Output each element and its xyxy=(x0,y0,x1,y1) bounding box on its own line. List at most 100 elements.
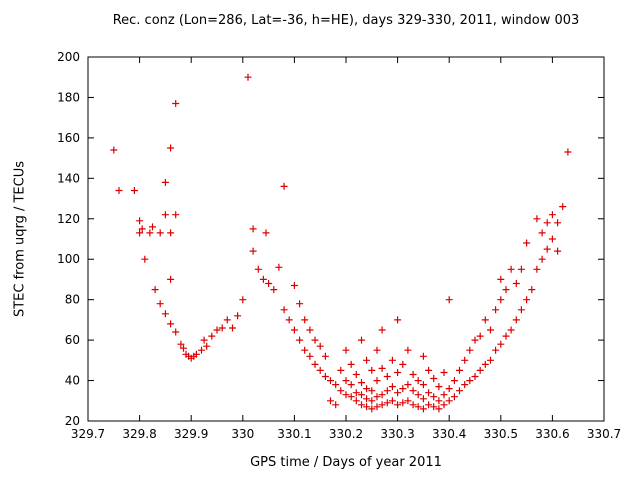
scatter-point-marker xyxy=(538,229,546,237)
scatter-point-marker xyxy=(404,381,412,389)
scatter-point-marker xyxy=(259,275,267,283)
scatter-point-marker xyxy=(352,371,360,378)
scatter-point-marker xyxy=(517,306,525,314)
scatter-point-marker xyxy=(445,385,453,393)
scatter-point-marker xyxy=(352,389,360,397)
scatter-point-marker xyxy=(456,366,463,374)
scatter-point-marker xyxy=(280,182,288,190)
scatter-point-marker xyxy=(358,379,365,387)
scatter-point-marker xyxy=(327,397,334,405)
scatter-point-marker xyxy=(466,346,474,354)
scatter-point-marker xyxy=(172,211,180,219)
scatter-point-marker xyxy=(404,346,412,354)
scatter-point-marker xyxy=(378,364,386,372)
scatter-point-marker xyxy=(523,239,531,247)
scatter-point-marker xyxy=(440,391,448,399)
scatter-point-marker xyxy=(430,393,438,401)
scatter-point-marker xyxy=(363,356,371,364)
scatter-point-marker xyxy=(167,320,175,328)
x-tick-label: 330.3 xyxy=(380,427,414,441)
scatter-point-marker xyxy=(409,371,417,378)
y-tick-label: 120 xyxy=(57,212,80,226)
scatter-point-marker xyxy=(368,405,376,413)
scatter-point-marker xyxy=(275,263,283,271)
scatter-point-marker xyxy=(180,344,187,352)
y-tick-label: 180 xyxy=(57,90,80,104)
scatter-point-marker xyxy=(316,366,324,374)
scatter-point-marker xyxy=(327,377,334,385)
scatter-point-marker xyxy=(149,223,156,231)
scatter-point-marker xyxy=(249,225,257,233)
scatter-point-marker xyxy=(368,397,376,405)
scatter-point-marker xyxy=(156,229,164,237)
scatter-point-marker xyxy=(378,401,386,409)
scatter-point-marker xyxy=(262,229,270,237)
scatter-point-marker xyxy=(497,340,505,348)
x-tick-label: 330 xyxy=(231,427,254,441)
y-tick-label: 140 xyxy=(57,171,80,185)
scatter-point-marker xyxy=(502,332,510,340)
scatter-point-marker xyxy=(543,219,551,227)
scatter-point-marker xyxy=(358,401,365,409)
plot-border xyxy=(87,56,605,422)
y-tick-label: 200 xyxy=(57,50,80,64)
scatter-point-marker xyxy=(301,346,309,354)
scatter-point-marker xyxy=(358,336,365,344)
scatter-point-marker xyxy=(244,73,252,81)
scatter-point-marker xyxy=(167,229,175,237)
y-tick-label: 60 xyxy=(65,333,80,347)
scatter-point-marker xyxy=(548,211,556,219)
x-tick-label: 330.1 xyxy=(277,427,311,441)
scatter-point-marker xyxy=(419,381,427,389)
chart-title: Rec. conz (Lon=286, Lat=-36, h=HE), days… xyxy=(112,13,580,28)
scatter-point-marker xyxy=(399,360,407,368)
scatter-point-marker xyxy=(487,326,494,334)
scatter-point-marker xyxy=(146,229,154,237)
scatter-point-marker xyxy=(502,286,510,294)
scatter-point-marker xyxy=(533,265,541,273)
scatter-point-marker xyxy=(378,326,386,334)
scatter-point-marker xyxy=(523,296,531,304)
x-tick-label: 330.2 xyxy=(329,427,363,441)
scatter-point-marker xyxy=(471,373,479,380)
scatter-point-marker xyxy=(321,352,329,360)
scatter-point-marker xyxy=(172,328,180,336)
scatter-point-marker xyxy=(492,346,500,354)
scatter-point-marker xyxy=(481,316,489,324)
scatter-point-marker xyxy=(373,346,381,354)
scatter-point-marker xyxy=(342,346,350,354)
scatter-point-marker xyxy=(200,336,208,344)
scatter-point-marker xyxy=(394,389,402,397)
y-tick-label: 100 xyxy=(57,252,80,266)
scatter-point-marker xyxy=(419,405,427,413)
scatter-point-marker xyxy=(507,326,515,334)
scatter-point-marker xyxy=(203,342,211,350)
scatter-point-marker xyxy=(347,393,355,401)
scatter-point-marker xyxy=(342,391,350,399)
scatter-point-marker xyxy=(363,385,371,393)
scatter-point-marker xyxy=(306,326,314,334)
scatter-point-marker xyxy=(373,403,381,411)
scatter-point-marker xyxy=(487,356,494,364)
scatter-point-marker xyxy=(177,340,185,348)
scatter-point-marker xyxy=(306,352,314,360)
scatter-point-marker xyxy=(445,296,453,304)
scatter-point-marker xyxy=(512,280,520,287)
scatter-point-marker xyxy=(368,366,376,374)
scatter-point-marker xyxy=(404,397,412,405)
scatter-point-marker xyxy=(110,146,118,154)
scatter-point-marker xyxy=(538,255,546,263)
scatter-point-marker xyxy=(161,178,169,186)
scatter-point-marker xyxy=(332,401,340,409)
scatter-point-marker xyxy=(136,217,144,225)
scatter-point-marker xyxy=(373,393,381,401)
scatter-point-marker xyxy=(352,397,360,405)
scatter-point-marker xyxy=(151,286,159,294)
x-tick-label: 329.7 xyxy=(71,427,105,441)
scatter-point-marker xyxy=(167,144,175,152)
scatter-point-marker xyxy=(435,383,443,391)
scatter-point-marker xyxy=(138,225,146,233)
scatter-point-marker xyxy=(316,342,324,350)
scatter-point-marker xyxy=(481,360,489,368)
